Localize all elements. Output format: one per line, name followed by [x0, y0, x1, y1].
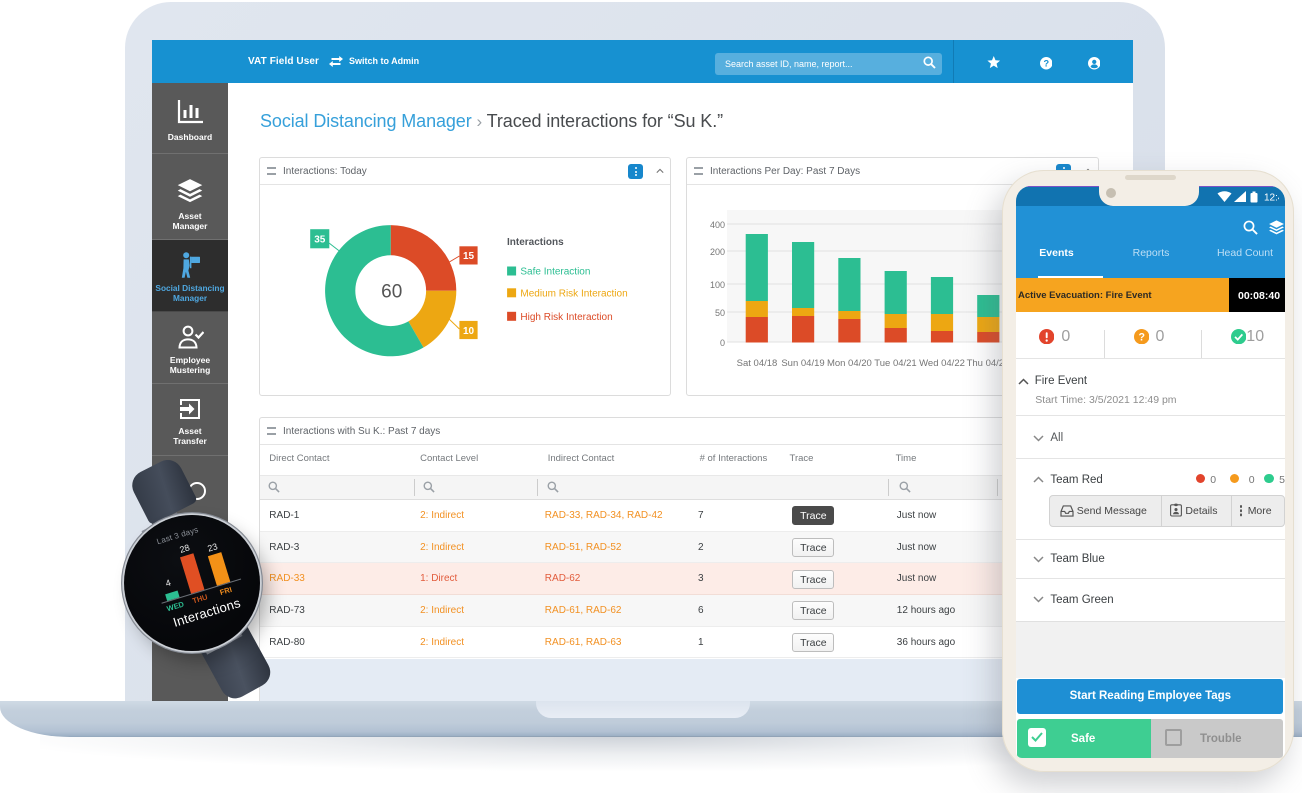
svg-text:12:45: 12:45	[1264, 192, 1279, 203]
svg-text:400: 400	[710, 220, 725, 230]
svg-text:35: 35	[314, 235, 326, 246]
svg-text:Wed 04/22: Wed 04/22	[919, 358, 965, 369]
svg-text:0: 0	[720, 338, 725, 348]
svg-text:High Risk Interaction: High Risk Interaction	[520, 312, 612, 323]
svg-text:Mon 04/20: Mon 04/20	[827, 358, 872, 369]
svg-text:Safe Interaction: Safe Interaction	[520, 267, 590, 278]
svg-text:?: ?	[1138, 331, 1144, 343]
svg-text:50: 50	[715, 308, 725, 318]
svg-text:?: ?	[1043, 59, 1049, 69]
svg-text:100: 100	[710, 280, 725, 290]
svg-text:Sun 04/19: Sun 04/19	[781, 358, 824, 369]
svg-text:200: 200	[710, 247, 725, 257]
svg-text:Tue 04/21: Tue 04/21	[874, 358, 916, 369]
svg-text:Medium Risk Interaction: Medium Risk Interaction	[520, 288, 627, 299]
svg-text:Thu 04/23: Thu 04/23	[967, 358, 1010, 369]
svg-text:Sat 04/18: Sat 04/18	[737, 358, 778, 369]
svg-text:Interactions: Interactions	[507, 237, 564, 248]
svg-text:10: 10	[463, 326, 475, 337]
svg-text:15: 15	[463, 251, 475, 262]
svg-text:60: 60	[381, 282, 402, 303]
